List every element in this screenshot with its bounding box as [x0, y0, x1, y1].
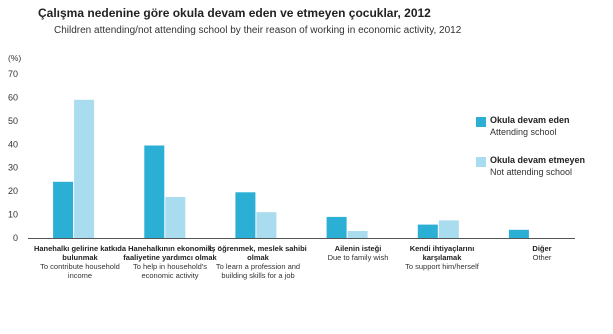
bar-not-attending	[347, 231, 368, 238]
legend-label-attending: Okula devam eden	[490, 115, 570, 125]
bar-not-attending	[438, 220, 459, 238]
bar-attending	[417, 224, 438, 238]
chart-title: Çalışma nedenine göre okula devam eden v…	[38, 6, 431, 20]
chart-subtitle: Children attending/not attending school …	[54, 25, 462, 36]
y-tick-label: 20	[8, 186, 18, 196]
legend-label-attending-en: Attending school	[490, 127, 557, 137]
y-axis: 0 10 20 30 40 50 60 70	[8, 69, 18, 243]
bar-attending	[53, 181, 74, 238]
y-tick-label: 40	[8, 139, 18, 149]
bar-attending	[326, 216, 347, 238]
bar-attending	[508, 229, 529, 238]
legend-label-not-attending: Okula devam etmeyen	[490, 155, 586, 165]
bars	[53, 99, 529, 238]
y-tick-label: 60	[8, 92, 18, 102]
category-label: Hanehalkının ekonomik faaliyetine yardım…	[123, 244, 217, 280]
y-tick-label: 0	[13, 233, 18, 243]
category-label: Hanehalkı gelirine katkıda bulunmak To c…	[33, 244, 127, 280]
y-tick-label: 50	[8, 116, 18, 126]
category-label: Ailenin isteği Due to family wish	[327, 244, 389, 262]
y-tick-label: 70	[8, 69, 18, 79]
y-axis-unit: (%)	[8, 53, 22, 63]
y-tick-label: 30	[8, 163, 18, 173]
bar-not-attending	[74, 99, 95, 238]
bar-attending	[235, 192, 256, 238]
legend-swatch-not-attending	[476, 157, 486, 167]
bar-not-attending	[256, 212, 277, 238]
category-label: Diğer Other	[532, 244, 552, 262]
legend-label-not-attending-en: Not attending school	[490, 167, 573, 177]
bar-attending	[144, 145, 165, 238]
category-label: Kendi ihtiyaçlarını karşılamak To suppor…	[405, 244, 479, 271]
y-tick-label: 10	[8, 210, 18, 220]
category-label: İş öğrenmek, meslek sahibi olmak To lear…	[209, 244, 307, 280]
legend-swatch-attending	[476, 117, 486, 127]
bar-not-attending	[165, 197, 186, 238]
